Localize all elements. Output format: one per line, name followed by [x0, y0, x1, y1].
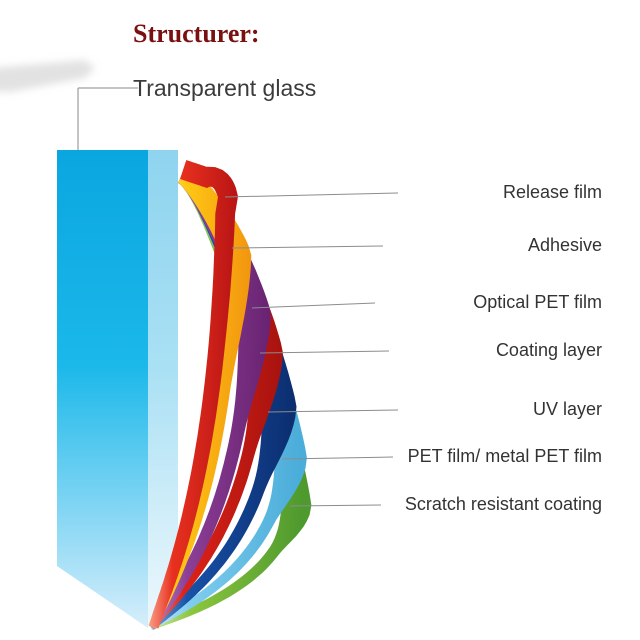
svg-text:UV layer: UV layer: [533, 399, 602, 419]
svg-text:Release film: Release film: [503, 182, 602, 202]
svg-text:Transparent glass: Transparent glass: [133, 75, 316, 101]
svg-text:Adhesive: Adhesive: [528, 235, 602, 255]
svg-text:Structurer:: Structurer:: [133, 19, 260, 48]
svg-text:Optical PET film: Optical PET film: [473, 292, 602, 312]
svg-text:Scratch resistant coating: Scratch resistant coating: [405, 494, 602, 514]
svg-text:Coating layer: Coating layer: [496, 340, 602, 360]
svg-text:PET film/ metal PET film: PET film/ metal PET film: [408, 446, 602, 466]
